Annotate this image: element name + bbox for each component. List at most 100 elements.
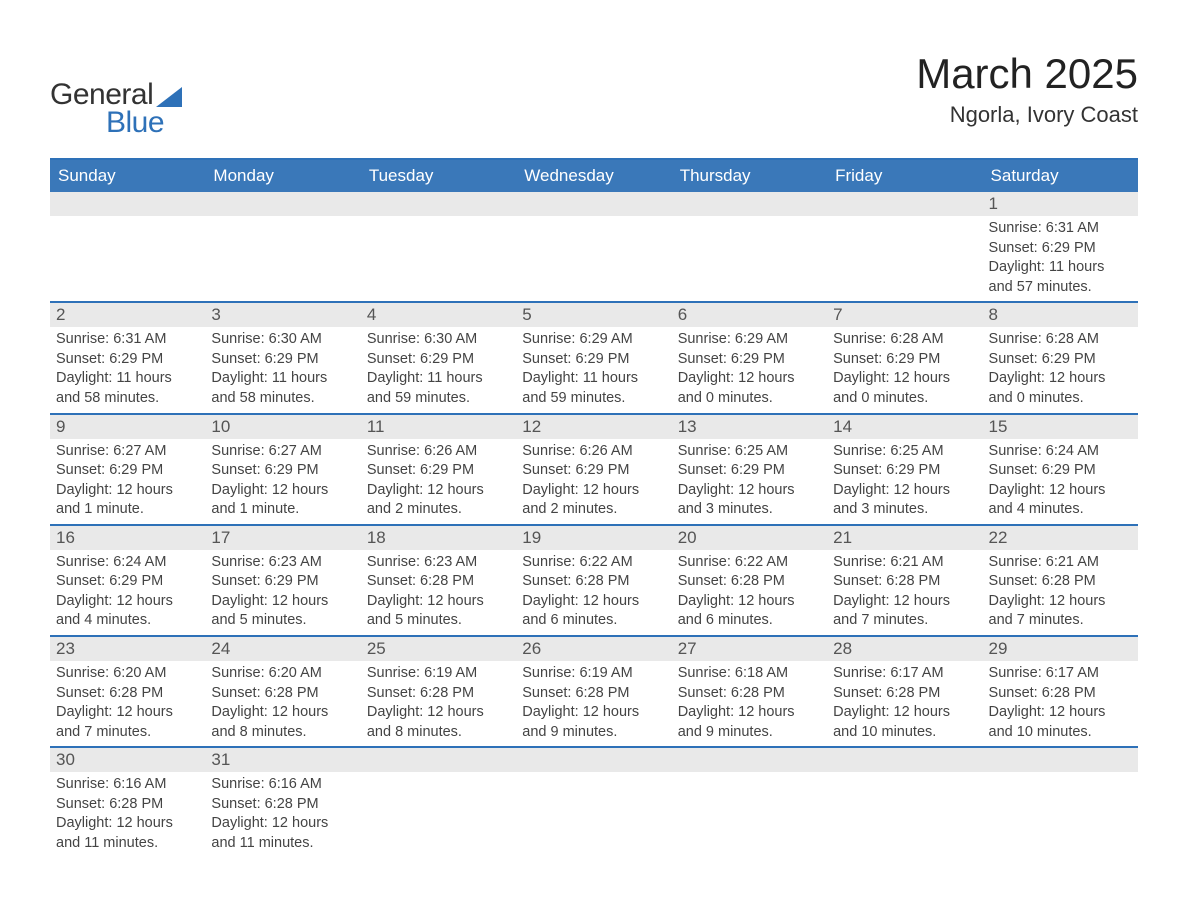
- day-cell: 31Sunrise: 6:16 AMSunset: 6:28 PMDayligh…: [205, 748, 360, 857]
- daylight-text: Daylight: 12 hours and 7 minutes.: [56, 703, 199, 742]
- day-number: [827, 748, 982, 772]
- sunset-text: Sunset: 6:29 PM: [56, 461, 199, 481]
- sunrise-text: Sunrise: 6:17 AM: [833, 664, 976, 684]
- sunrise-text: Sunrise: 6:25 AM: [678, 442, 821, 462]
- sunrise-text: Sunrise: 6:24 AM: [56, 553, 199, 573]
- day-number: [827, 192, 982, 216]
- daylight-text: Daylight: 12 hours and 7 minutes.: [989, 592, 1132, 631]
- title-block: March 2025 Ngorla, Ivory Coast: [916, 50, 1138, 128]
- sunrise-text: Sunrise: 6:16 AM: [211, 775, 354, 795]
- sunset-text: Sunset: 6:28 PM: [678, 572, 821, 592]
- day-body: Sunrise: 6:27 AMSunset: 6:29 PMDaylight:…: [50, 439, 205, 524]
- daylight-text: Daylight: 12 hours and 3 minutes.: [833, 481, 976, 520]
- day-cell: 4Sunrise: 6:30 AMSunset: 6:29 PMDaylight…: [361, 303, 516, 412]
- day-body: Sunrise: 6:26 AMSunset: 6:29 PMDaylight:…: [516, 439, 671, 524]
- day-body: Sunrise: 6:23 AMSunset: 6:28 PMDaylight:…: [361, 550, 516, 635]
- day-cell: [205, 192, 360, 301]
- day-cell: 19Sunrise: 6:22 AMSunset: 6:28 PMDayligh…: [516, 526, 671, 635]
- brand-triangle-icon: [156, 87, 182, 107]
- day-number: [983, 748, 1138, 772]
- sunrise-text: Sunrise: 6:20 AM: [211, 664, 354, 684]
- sunrise-text: Sunrise: 6:20 AM: [56, 664, 199, 684]
- day-number: 14: [827, 415, 982, 439]
- day-cell: 25Sunrise: 6:19 AMSunset: 6:28 PMDayligh…: [361, 637, 516, 746]
- sunset-text: Sunset: 6:28 PM: [367, 572, 510, 592]
- daylight-text: Daylight: 12 hours and 8 minutes.: [211, 703, 354, 742]
- day-body: [672, 772, 827, 850]
- daylight-text: Daylight: 12 hours and 4 minutes.: [56, 592, 199, 631]
- day-cell: [672, 192, 827, 301]
- sunrise-text: Sunrise: 6:28 AM: [833, 330, 976, 350]
- day-number: [50, 192, 205, 216]
- day-cell: 29Sunrise: 6:17 AMSunset: 6:28 PMDayligh…: [983, 637, 1138, 746]
- sunrise-text: Sunrise: 6:30 AM: [211, 330, 354, 350]
- day-body: [361, 772, 516, 850]
- day-number: 5: [516, 303, 671, 327]
- daylight-text: Daylight: 12 hours and 0 minutes.: [989, 369, 1132, 408]
- day-number: 18: [361, 526, 516, 550]
- day-cell: [361, 748, 516, 857]
- day-body: Sunrise: 6:30 AMSunset: 6:29 PMDaylight:…: [361, 327, 516, 412]
- day-number: [205, 192, 360, 216]
- day-cell: 2Sunrise: 6:31 AMSunset: 6:29 PMDaylight…: [50, 303, 205, 412]
- day-cell: 1Sunrise: 6:31 AMSunset: 6:29 PMDaylight…: [983, 192, 1138, 301]
- day-body: [827, 772, 982, 850]
- sunrise-text: Sunrise: 6:31 AM: [989, 219, 1132, 239]
- day-body: Sunrise: 6:25 AMSunset: 6:29 PMDaylight:…: [827, 439, 982, 524]
- day-number: 3: [205, 303, 360, 327]
- day-number: 2: [50, 303, 205, 327]
- day-number: 6: [672, 303, 827, 327]
- sunrise-text: Sunrise: 6:24 AM: [989, 442, 1132, 462]
- daylight-text: Daylight: 11 hours and 59 minutes.: [367, 369, 510, 408]
- day-number: [361, 192, 516, 216]
- day-cell: 26Sunrise: 6:19 AMSunset: 6:28 PMDayligh…: [516, 637, 671, 746]
- day-cell: 30Sunrise: 6:16 AMSunset: 6:28 PMDayligh…: [50, 748, 205, 857]
- day-body: Sunrise: 6:22 AMSunset: 6:28 PMDaylight:…: [672, 550, 827, 635]
- sunset-text: Sunset: 6:29 PM: [678, 350, 821, 370]
- daylight-text: Daylight: 11 hours and 58 minutes.: [56, 369, 199, 408]
- daylight-text: Daylight: 12 hours and 4 minutes.: [989, 481, 1132, 520]
- day-body: Sunrise: 6:29 AMSunset: 6:29 PMDaylight:…: [516, 327, 671, 412]
- day-body: Sunrise: 6:31 AMSunset: 6:29 PMDaylight:…: [983, 216, 1138, 301]
- day-body: Sunrise: 6:24 AMSunset: 6:29 PMDaylight:…: [50, 550, 205, 635]
- day-cell: [516, 192, 671, 301]
- day-body: Sunrise: 6:24 AMSunset: 6:29 PMDaylight:…: [983, 439, 1138, 524]
- day-body: Sunrise: 6:20 AMSunset: 6:28 PMDaylight:…: [205, 661, 360, 746]
- sunset-text: Sunset: 6:28 PM: [833, 572, 976, 592]
- sunset-text: Sunset: 6:28 PM: [211, 684, 354, 704]
- day-cell: 3Sunrise: 6:30 AMSunset: 6:29 PMDaylight…: [205, 303, 360, 412]
- daylight-text: Daylight: 12 hours and 11 minutes.: [211, 814, 354, 853]
- sunset-text: Sunset: 6:29 PM: [833, 350, 976, 370]
- day-body: Sunrise: 6:18 AMSunset: 6:28 PMDaylight:…: [672, 661, 827, 746]
- day-cell: 27Sunrise: 6:18 AMSunset: 6:28 PMDayligh…: [672, 637, 827, 746]
- day-body: Sunrise: 6:23 AMSunset: 6:29 PMDaylight:…: [205, 550, 360, 635]
- sunset-text: Sunset: 6:29 PM: [989, 461, 1132, 481]
- daylight-text: Daylight: 12 hours and 5 minutes.: [211, 592, 354, 631]
- sunrise-text: Sunrise: 6:29 AM: [522, 330, 665, 350]
- day-number: 19: [516, 526, 671, 550]
- day-body: Sunrise: 6:29 AMSunset: 6:29 PMDaylight:…: [672, 327, 827, 412]
- day-body: Sunrise: 6:27 AMSunset: 6:29 PMDaylight:…: [205, 439, 360, 524]
- brand-logo: General Blue: [50, 78, 182, 140]
- sunset-text: Sunset: 6:29 PM: [678, 461, 821, 481]
- sunset-text: Sunset: 6:28 PM: [833, 684, 976, 704]
- day-cell: 6Sunrise: 6:29 AMSunset: 6:29 PMDaylight…: [672, 303, 827, 412]
- sunrise-text: Sunrise: 6:26 AM: [367, 442, 510, 462]
- sunset-text: Sunset: 6:28 PM: [56, 795, 199, 815]
- daylight-text: Daylight: 12 hours and 10 minutes.: [989, 703, 1132, 742]
- day-cell: 23Sunrise: 6:20 AMSunset: 6:28 PMDayligh…: [50, 637, 205, 746]
- day-number: 30: [50, 748, 205, 772]
- sunrise-text: Sunrise: 6:25 AM: [833, 442, 976, 462]
- daylight-text: Daylight: 12 hours and 8 minutes.: [367, 703, 510, 742]
- day-cell: [516, 748, 671, 857]
- day-body: [827, 216, 982, 294]
- day-cell: 21Sunrise: 6:21 AMSunset: 6:28 PMDayligh…: [827, 526, 982, 635]
- day-number: 27: [672, 637, 827, 661]
- sunrise-text: Sunrise: 6:27 AM: [56, 442, 199, 462]
- daylight-text: Daylight: 12 hours and 11 minutes.: [56, 814, 199, 853]
- day-body: Sunrise: 6:16 AMSunset: 6:28 PMDaylight:…: [50, 772, 205, 857]
- sunset-text: Sunset: 6:29 PM: [56, 572, 199, 592]
- day-cell: 24Sunrise: 6:20 AMSunset: 6:28 PMDayligh…: [205, 637, 360, 746]
- daylight-text: Daylight: 12 hours and 6 minutes.: [522, 592, 665, 631]
- day-cell: [50, 192, 205, 301]
